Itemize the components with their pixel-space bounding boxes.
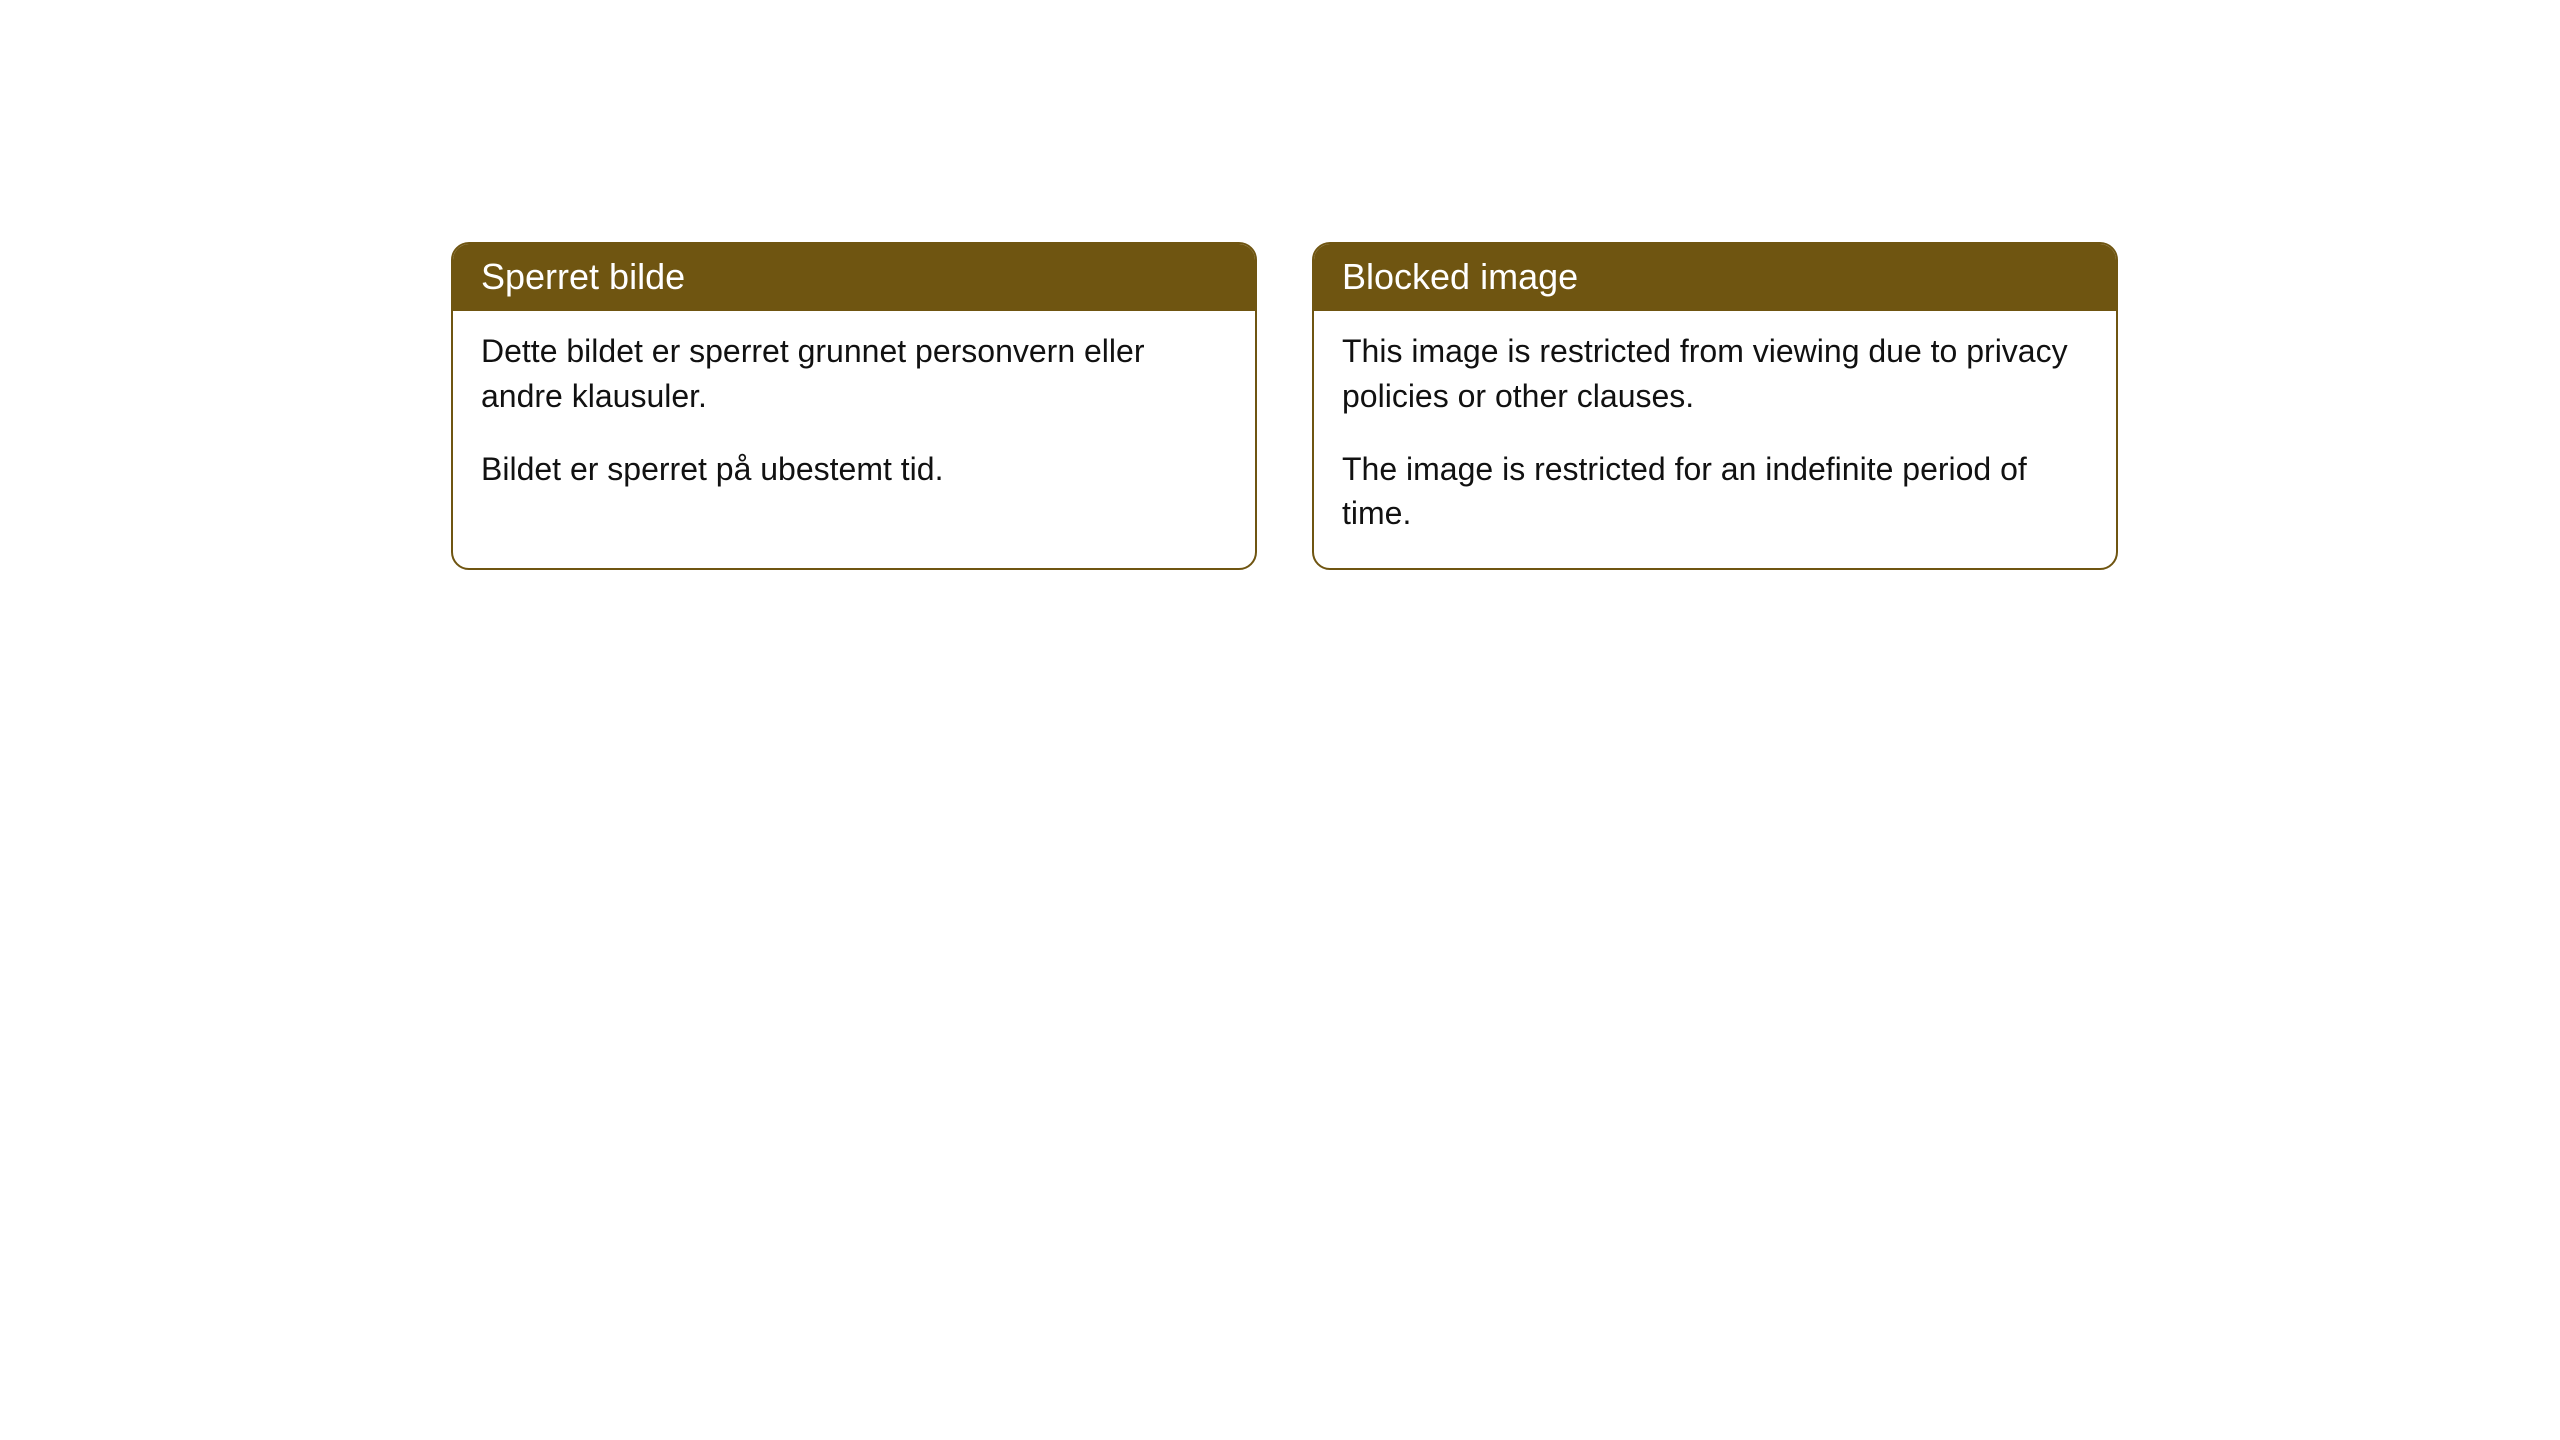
card-paragraph: This image is restricted from viewing du… (1342, 329, 2088, 419)
card-header: Blocked image (1314, 244, 2116, 311)
card-body: Dette bildet er sperret grunnet personve… (453, 311, 1255, 523)
card-english: Blocked image This image is restricted f… (1312, 242, 2118, 570)
cards-container: Sperret bilde Dette bildet er sperret gr… (451, 242, 2118, 570)
card-body: This image is restricted from viewing du… (1314, 311, 2116, 568)
card-paragraph: The image is restricted for an indefinit… (1342, 447, 2088, 537)
card-paragraph: Bildet er sperret på ubestemt tid. (481, 447, 1227, 492)
card-paragraph: Dette bildet er sperret grunnet personve… (481, 329, 1227, 419)
card-norwegian: Sperret bilde Dette bildet er sperret gr… (451, 242, 1257, 570)
card-header: Sperret bilde (453, 244, 1255, 311)
